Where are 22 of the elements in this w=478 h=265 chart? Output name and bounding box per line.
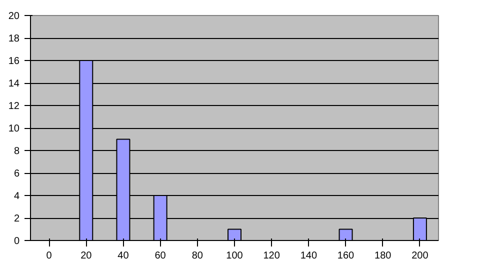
y-tick-label: 6 [14,168,20,180]
y-tick-label: 20 [8,11,20,22]
x-tick-label: 80 [192,250,204,262]
x-tick-label: 60 [154,250,166,262]
y-tick-label: 14 [8,78,20,90]
y-tick-label: 2 [14,214,20,224]
x-tick-label: 140 [300,250,318,262]
x-tick-label: 20 [80,250,92,262]
x-tick-label: 200 [412,250,429,262]
x-tick-label: 120 [263,250,280,262]
x-tick-label: 0 [46,250,52,262]
y-tick-label: 18 [8,34,20,44]
y-tick-label: 8 [14,146,20,157]
y-tick-label: 16 [8,56,20,67]
x-tick-label: 160 [337,250,355,262]
x-tick-label: 180 [374,250,392,262]
y-tick-label: 12 [8,101,20,112]
x-tick-label: 40 [118,250,130,262]
y-tick-label: 0 [14,236,20,247]
x-tick-label: 100 [226,250,244,262]
y-tick-label: 4 [14,191,20,202]
y-tick-label: 10 [8,124,20,134]
